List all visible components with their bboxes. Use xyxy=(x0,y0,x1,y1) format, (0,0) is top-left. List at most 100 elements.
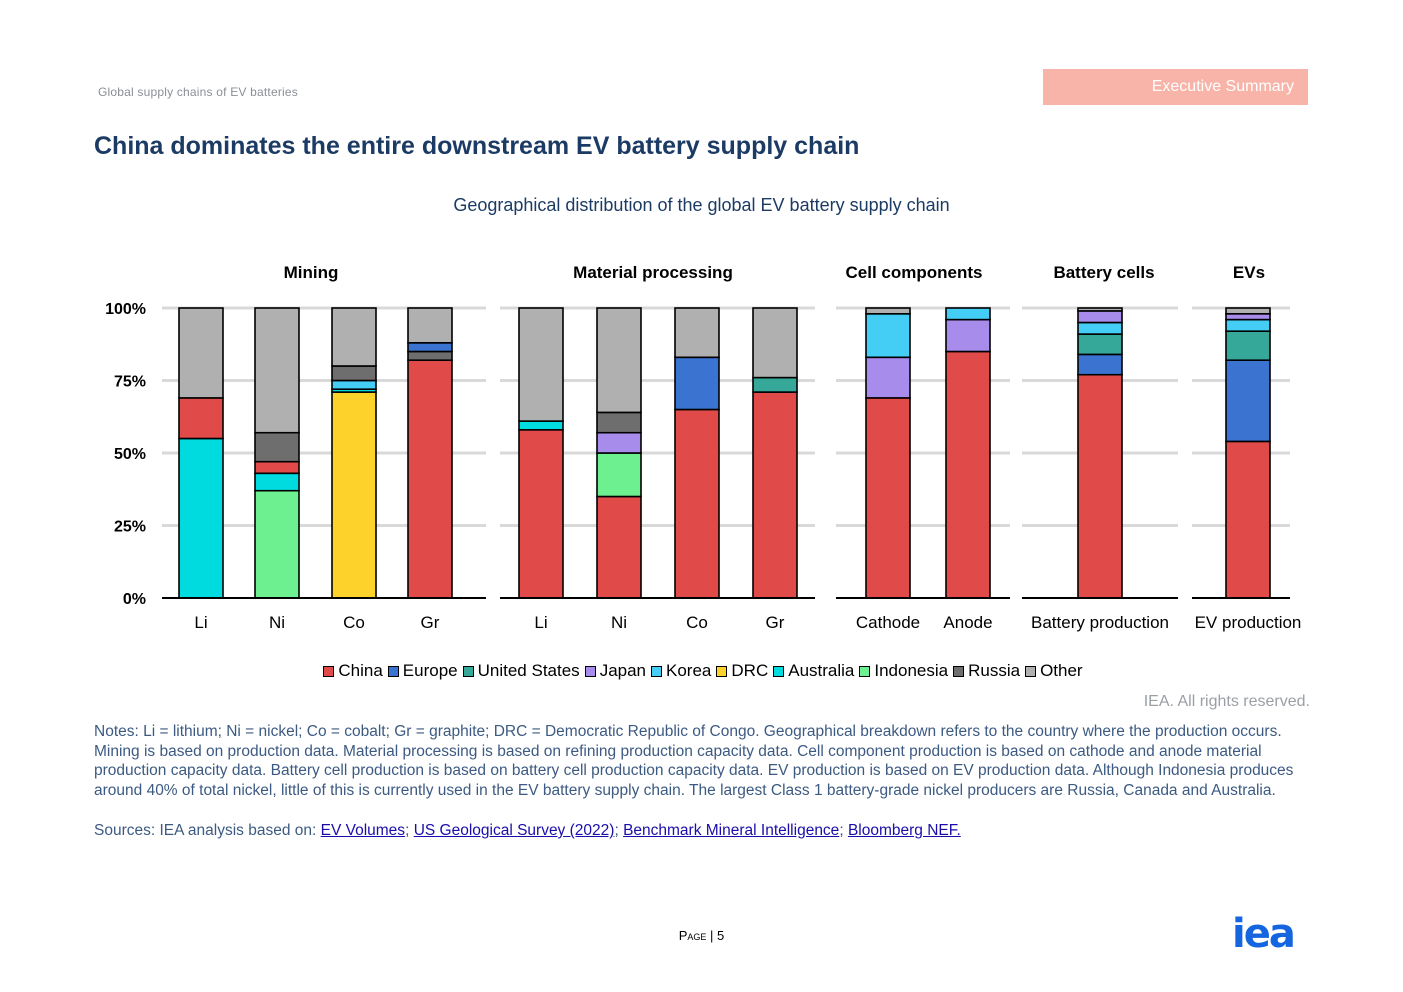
bar-segment-korea xyxy=(1225,318,1271,333)
category-label: Gr xyxy=(766,613,785,632)
bar-segment-korea xyxy=(1077,321,1123,335)
legend-item: Europe xyxy=(385,661,458,681)
group-title: Battery cells xyxy=(1053,263,1154,282)
legend-item: Australia xyxy=(770,661,854,681)
legend-swatch xyxy=(1025,665,1037,677)
stacked-bar-chart: 0% 25% 50% 75% 100% Mining Li Ni Co Gr Material pr… xyxy=(105,263,1301,632)
category-label: Ni xyxy=(269,613,285,632)
bar-segment-russia xyxy=(331,365,377,382)
legend-label: Indonesia xyxy=(874,661,949,680)
legend-label: Russia xyxy=(968,661,1021,680)
bar-segment-china xyxy=(865,397,911,599)
bar-segment-other xyxy=(1077,307,1123,312)
bar-segment-china xyxy=(752,391,798,599)
y-tick-label: 25% xyxy=(114,519,146,536)
legend-swatch xyxy=(773,665,785,677)
legend-item: United States xyxy=(460,661,580,681)
iea-logo-text: iea xyxy=(1232,916,1294,950)
legend-swatch xyxy=(651,665,663,677)
source-link-usgs[interactable]: US Geological Survey (2022) xyxy=(413,822,615,839)
rights-notice: IEA. All rights reserved. xyxy=(1143,693,1310,710)
iea-logo: iea xyxy=(1232,916,1296,950)
chart-title: Geographical distribution of the global … xyxy=(453,195,950,215)
document-title: Global supply chains of EV batteries xyxy=(98,85,298,99)
bar-segment-japan xyxy=(596,431,642,454)
bar-segment-australia xyxy=(178,437,224,599)
bar-segment-korea xyxy=(945,307,991,321)
group-title: Material processing xyxy=(573,263,733,282)
legend-label: China xyxy=(338,661,383,680)
section-tab[interactable]: Executive Summary xyxy=(1043,69,1308,105)
bar-segment-other xyxy=(407,307,453,344)
sources-prefix: Sources: IEA analysis based on: xyxy=(94,822,317,839)
notes-text: Notes: Li = lithium; Ni = nickel; Co = c… xyxy=(94,723,1294,799)
bar-segment-other xyxy=(674,307,720,359)
page-label: Page xyxy=(678,928,707,943)
bar-segment-other xyxy=(752,307,798,379)
source-link-ev-volumes[interactable]: EV Volumes xyxy=(320,822,406,839)
legend-item: Other xyxy=(1022,661,1083,681)
category-label: Li xyxy=(194,613,207,632)
bar-segment-korea xyxy=(331,379,377,390)
bar-segment-united-states xyxy=(1225,330,1271,362)
category-label: Co xyxy=(343,613,365,632)
bar-segment-china xyxy=(945,350,991,599)
bar-segment-china xyxy=(1225,440,1271,599)
legend-label: United States xyxy=(477,661,580,680)
bar-segment-drc xyxy=(331,391,377,599)
bar-segment-china xyxy=(674,408,720,599)
bar-segment-japan xyxy=(945,318,991,353)
y-tick-label: 50% xyxy=(114,446,146,463)
legend-item: Indonesia xyxy=(856,661,948,681)
bar-segment-united-states xyxy=(1077,333,1123,356)
source-link-benchmark[interactable]: Benchmark Mineral Intelligence xyxy=(623,822,840,839)
category-label: Li xyxy=(534,613,547,632)
bar-segment-other xyxy=(596,307,642,414)
legend-swatch xyxy=(387,665,399,677)
group-title: Mining xyxy=(284,263,339,282)
bar-segment-china xyxy=(1077,373,1123,599)
y-tick-label: 0% xyxy=(123,591,146,608)
group-title: Cell components xyxy=(846,263,983,282)
category-label: Anode xyxy=(943,613,992,632)
legend-label: Japan xyxy=(599,661,647,680)
bar-segment-china xyxy=(254,460,300,475)
bar-segment-china xyxy=(518,428,564,599)
bar-segment-indonesia xyxy=(254,489,300,599)
bar-segment-china xyxy=(407,359,453,599)
bar-segment-other xyxy=(254,307,300,434)
bar-segment-japan xyxy=(1077,310,1123,324)
legend-swatch xyxy=(859,665,871,677)
chart-legend: China Europe United States Japan Korea DRC Aus… xyxy=(0,661,1403,681)
legend-swatch xyxy=(584,665,596,677)
sources-text: Sources: IEA analysis based on: EV Volum… xyxy=(94,822,961,839)
legend-item: DRC xyxy=(713,661,768,681)
group-title: EVs xyxy=(1233,263,1265,282)
bar-segment-other xyxy=(518,307,564,422)
legend-label: Europe xyxy=(402,661,458,680)
bar-segment-europe xyxy=(674,356,720,411)
bar-segment-japan xyxy=(865,356,911,399)
source-link-bnef[interactable]: Bloomberg NEF. xyxy=(847,822,961,839)
bar-segment-other xyxy=(1225,307,1271,315)
legend-swatch xyxy=(323,665,335,677)
bar-segment-other xyxy=(331,307,377,367)
bar-segment-other xyxy=(865,307,911,315)
bar-segment-australia xyxy=(518,420,564,431)
bar-segment-other xyxy=(178,307,224,399)
category-label: Ni xyxy=(611,613,627,632)
category-label: Battery production xyxy=(1031,613,1169,632)
bar-segment-russia xyxy=(596,411,642,434)
legend-swatch xyxy=(953,665,965,677)
legend-item: China xyxy=(320,661,383,681)
legend-item: Russia xyxy=(950,661,1020,681)
bar-segment-korea xyxy=(865,312,911,359)
bar-segment-japan xyxy=(1225,312,1271,321)
legend-item: Japan xyxy=(582,661,646,681)
page-number: Page | 5 xyxy=(678,928,725,943)
bar-segment-russia xyxy=(254,431,300,463)
page-title: China dominates the entire downstream EV… xyxy=(94,132,860,160)
category-label: Co xyxy=(686,613,708,632)
bar-segment-china xyxy=(596,495,642,599)
